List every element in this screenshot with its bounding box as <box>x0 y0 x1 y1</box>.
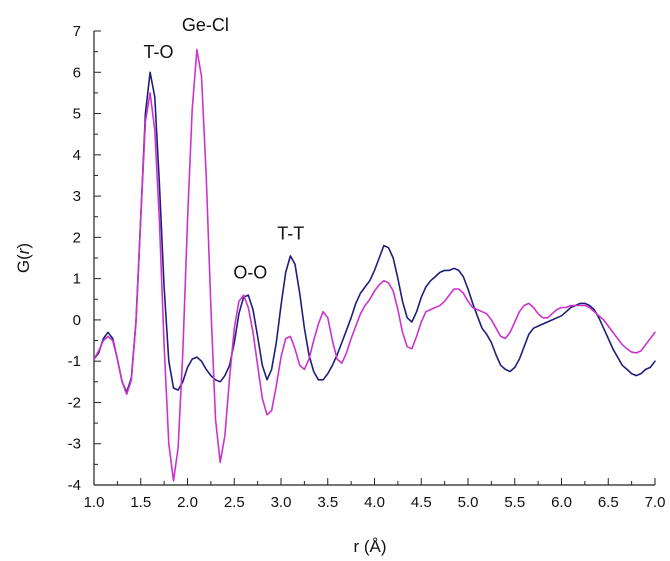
axes <box>93 30 656 486</box>
series-line-1 <box>93 71 656 393</box>
x-tick-label: 3.0 <box>271 494 292 511</box>
x-tick-label: 1.5 <box>130 494 151 511</box>
x-axis-title: r (Å) <box>353 537 386 556</box>
x-tick-label: 2.5 <box>224 494 245 511</box>
tick-labels: 1.0 1.5 2.0 2.5 3.0 3.5 4.0 4.5 5.0 5.5 6.0 6.5 7.0 -… <box>68 23 666 511</box>
peak-annotation: Ge-Cl <box>182 15 229 35</box>
x-tick-label: 7.0 <box>645 494 666 511</box>
y-tick-label: -1 <box>68 353 81 370</box>
y-tick-label: 5 <box>73 106 81 123</box>
y-tick-label: 2 <box>73 229 81 246</box>
x-tick-label: 4.5 <box>411 494 432 511</box>
series-lines <box>93 48 656 482</box>
peak-annotation: T-T <box>277 223 304 243</box>
series-line-2 <box>93 48 656 482</box>
x-tick-label: 4.0 <box>364 494 385 511</box>
x-tick-label: 5.5 <box>504 494 525 511</box>
y-tick-label: 0 <box>73 312 81 329</box>
y-tick-label: -2 <box>68 394 81 411</box>
y-axis-title: G(r) <box>14 243 33 273</box>
y-axis-title-suffix: ) <box>14 243 33 249</box>
y-axis-title-prefix: G( <box>14 254 33 273</box>
annotations: T-O Ge-Cl O-O T-T <box>144 15 305 283</box>
y-tick-label: 1 <box>73 271 81 288</box>
x-tick-label: 1.0 <box>84 494 105 511</box>
y-tick-label: 3 <box>73 188 81 205</box>
peak-annotation: T-O <box>144 42 174 62</box>
x-tick-label: 2.0 <box>177 494 198 511</box>
x-tick-label: 6.0 <box>551 494 572 511</box>
peak-annotation: O-O <box>233 263 267 283</box>
y-tick-label: 7 <box>73 23 81 40</box>
x-tick-label: 5.0 <box>458 494 479 511</box>
x-tick-label: 6.5 <box>598 494 619 511</box>
y-tick-label: -3 <box>68 436 81 453</box>
y-tick-label: -4 <box>68 477 81 494</box>
y-axis-title-variable: r <box>14 247 33 254</box>
x-tick-label: 3.5 <box>317 494 338 511</box>
y-tick-label: 4 <box>73 147 81 164</box>
y-tick-label: 6 <box>73 64 81 81</box>
